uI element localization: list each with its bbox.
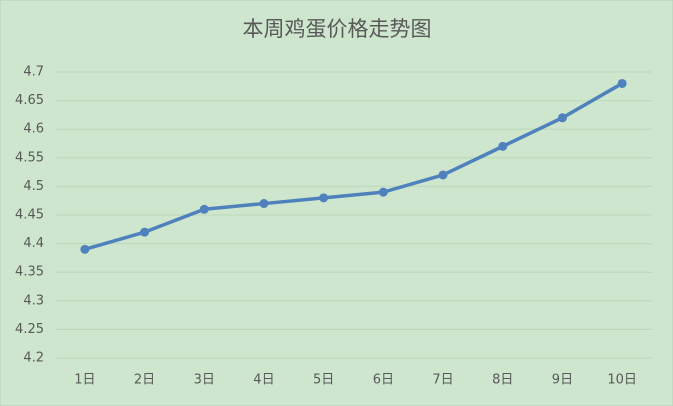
x-tick-label: 2日 bbox=[134, 373, 155, 388]
data-point bbox=[438, 170, 448, 180]
x-tick-label: 1日 bbox=[74, 373, 95, 388]
y-tick-label: 4.5 bbox=[23, 179, 44, 194]
y-tick-label: 4.2 bbox=[23, 351, 44, 366]
x-tick-label: 8日 bbox=[492, 373, 513, 388]
data-point bbox=[259, 199, 269, 209]
y-tick-label: 4.3 bbox=[23, 293, 44, 308]
y-tick-label: 4.45 bbox=[15, 208, 44, 223]
data-point bbox=[617, 78, 627, 88]
y-tick-label: 4.55 bbox=[15, 150, 44, 165]
data-point bbox=[199, 204, 209, 214]
x-tick-label: 3日 bbox=[194, 373, 215, 388]
y-tick-label: 4.35 bbox=[15, 265, 44, 280]
data-point bbox=[378, 187, 388, 197]
x-tick-label: 9日 bbox=[552, 373, 573, 388]
series-line bbox=[83, 81, 624, 252]
data-point bbox=[319, 193, 329, 203]
data-point bbox=[140, 227, 150, 237]
x-tick-label: 4日 bbox=[253, 373, 274, 388]
y-tick-label: 4.6 bbox=[23, 122, 44, 137]
y-tick-label: 4.65 bbox=[15, 93, 44, 108]
chart-title: 本周鸡蛋价格走势图 bbox=[243, 17, 432, 41]
x-tick-label: 10日 bbox=[607, 373, 637, 388]
data-point bbox=[80, 244, 90, 254]
data-point bbox=[498, 141, 508, 151]
x-tick-label: 7日 bbox=[432, 373, 453, 388]
y-tick-label: 4.25 bbox=[15, 322, 44, 337]
y-tick-label: 4.7 bbox=[23, 65, 44, 80]
x-tick-label: 5日 bbox=[313, 373, 334, 388]
data-point bbox=[557, 113, 567, 123]
x-tick-label: 6日 bbox=[373, 373, 394, 388]
y-tick-label: 4.4 bbox=[23, 236, 44, 251]
